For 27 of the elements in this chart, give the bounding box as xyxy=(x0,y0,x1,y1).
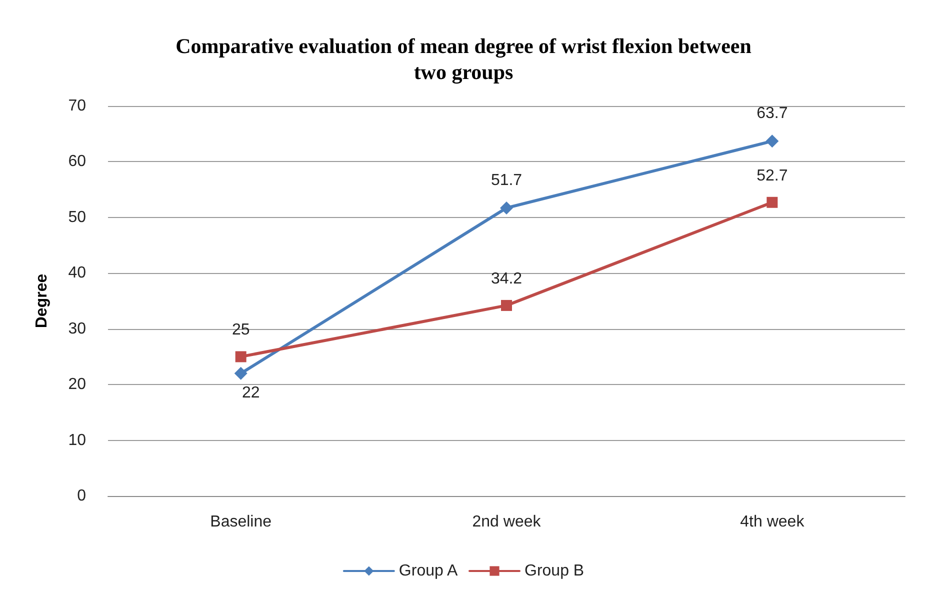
point xyxy=(234,366,248,380)
y-tick-label: 20 xyxy=(68,376,86,394)
y-axis-title: Degree xyxy=(34,274,50,328)
legend-label: Group A xyxy=(398,562,458,580)
y-tick-label: 0 xyxy=(77,488,86,504)
y-tick-label: 10 xyxy=(68,432,86,449)
data-label: 22 xyxy=(242,384,260,402)
y-tick-label: 70 xyxy=(68,98,86,114)
chart-title: Comparative evaluation of mean degree of wrist flexion between two groups xyxy=(176,34,752,84)
x-tick-label: Baseline xyxy=(210,514,272,530)
data-label: 63.7 xyxy=(756,105,788,122)
y-tick-label: 60 xyxy=(68,153,86,170)
point xyxy=(235,351,246,362)
data-label: 52.7 xyxy=(756,167,788,184)
data-label: 34.2 xyxy=(490,270,522,288)
legend-label: Group B xyxy=(524,562,584,580)
x-tick-label: 4th week xyxy=(740,514,806,530)
data-label: 25 xyxy=(232,322,250,339)
point xyxy=(500,201,513,214)
data-label: 51.7 xyxy=(490,172,522,189)
point xyxy=(766,196,778,208)
point xyxy=(766,134,779,148)
y-tick-label: 40 xyxy=(68,264,86,282)
point xyxy=(501,300,512,311)
x-tick-label: 2nd week xyxy=(472,514,542,530)
y-tick-label: 30 xyxy=(68,320,86,338)
y-tick-label: 50 xyxy=(68,208,86,226)
